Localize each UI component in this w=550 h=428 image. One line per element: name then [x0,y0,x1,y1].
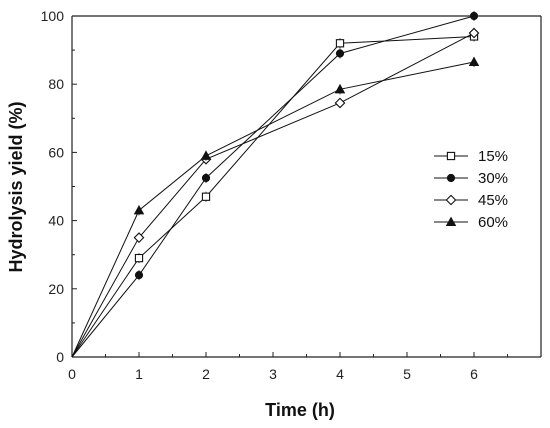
x-tick-label: 5 [403,366,411,382]
data-point-triangle [200,150,212,160]
data-point-diamond [445,194,457,206]
legend-item: 45% [434,192,508,209]
data-point-circle [201,173,211,183]
y-axis-title: Hydrolysis yield (%) [6,101,26,272]
data-point-diamond [468,27,480,39]
x-tick-label: 6 [470,366,478,382]
series-2 [71,11,479,358]
data-point-diamond [133,232,145,244]
data-point-circle [446,173,456,183]
data-point-circle [134,271,144,280]
y-ticks: 0 20 40 60 80 100 [41,8,77,365]
data-point-square [446,151,456,161]
legend-item: 60% [434,214,508,231]
series-4 [71,56,480,358]
y-tick-label: 80 [48,76,64,92]
series-line [71,15,475,358]
legend-item: 30% [434,170,508,187]
y-tick-label: 40 [48,213,64,229]
x-axis-title: Time (h) [265,400,335,420]
x-tick-label: 0 [68,366,76,382]
x-tick-label: 4 [336,366,344,382]
x-ticks: 0 1 2 3 4 5 6 [68,352,508,382]
legend-label: 30% [478,170,508,187]
series-line [71,32,475,358]
y-tick-label: 0 [56,349,64,365]
series-1 [71,31,479,358]
data-point-triangle [334,83,346,94]
series-line [71,35,475,358]
data-point-triangle [468,56,480,67]
y-tick-label: 20 [48,281,64,297]
data-point-circle [469,11,479,21]
legend-label: 15% [478,148,508,165]
legend-item: 15% [434,148,508,165]
legend-label: 60% [478,214,508,231]
series-3 [71,27,480,358]
x-tick-label: 1 [135,366,143,382]
legend-label: 45% [478,192,508,209]
y-tick-label: 100 [41,8,65,24]
series-line [71,61,475,358]
data-point-square [134,253,144,263]
series-layer [71,11,480,358]
data-point-square [335,39,345,48]
y-tick-label: 60 [48,144,64,160]
legend: 15% 30% 45% 60% [434,148,508,231]
data-point-diamond [334,97,346,109]
x-tick-label: 3 [269,366,277,382]
x-tick-label: 2 [202,366,210,382]
data-point-triangle [445,216,457,227]
plot-area: 0 1 2 3 4 5 6 0 20 40 60 80 100 [41,8,542,382]
data-point-triangle [133,204,145,215]
data-point-square [201,192,211,201]
data-point-circle [335,49,345,58]
